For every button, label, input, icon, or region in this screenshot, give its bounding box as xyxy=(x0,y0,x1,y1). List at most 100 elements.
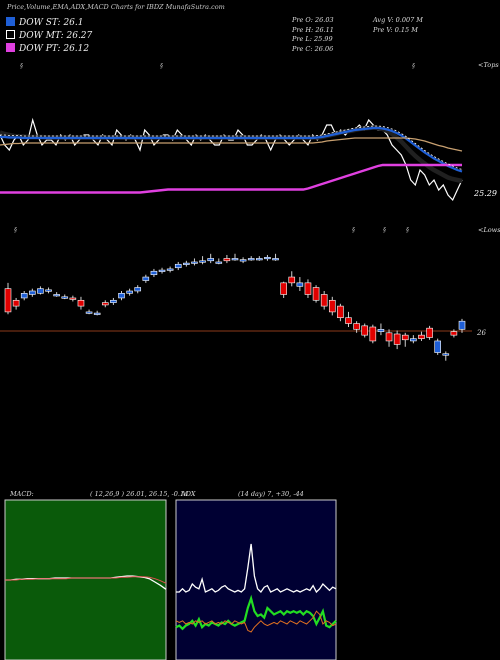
candle-body xyxy=(328,299,336,313)
candle-body xyxy=(296,282,304,287)
candle-body xyxy=(256,258,263,261)
legend-swatch-pt xyxy=(6,43,15,52)
candle-body xyxy=(450,331,458,336)
legend-label-mt: DOW MT: 26.27 xyxy=(19,31,93,41)
adx-minus-di-line xyxy=(175,610,337,633)
dow-pt-line xyxy=(0,163,462,194)
candle-body xyxy=(183,262,190,265)
candle-body xyxy=(239,259,247,262)
chart-title: Price,Volume,EMA,ADX,MACD Charts for IBD… xyxy=(7,3,225,11)
stat-pre-low: Pre L: 25.99 xyxy=(292,35,333,43)
legend-dow-pt: DOW PT: 26.12 xyxy=(6,43,89,54)
stats-right: Avg V: 0.007 M Pre V: 0.15 M xyxy=(373,16,423,35)
macd-panel xyxy=(4,499,167,660)
ema-outline-line xyxy=(0,125,463,184)
stat-avg-volume: Avg V: 0.007 M xyxy=(373,16,423,24)
candle-body xyxy=(85,311,93,314)
candle-body xyxy=(264,256,271,260)
candle-body xyxy=(337,305,344,319)
candle-body xyxy=(288,276,296,284)
legend-label-st: DOW ST: 26.1 xyxy=(19,18,84,28)
legend-dow-st: DOW ST: 26.1 xyxy=(6,17,84,28)
legend-dow-mt: DOW MT: 26.27 xyxy=(6,30,92,41)
candle-body xyxy=(166,268,174,271)
marker-glyph-3: § xyxy=(14,227,17,234)
candle-body xyxy=(150,270,158,276)
candle-body xyxy=(280,282,287,295)
stat-pre-open: Pre O: 26.03 xyxy=(292,16,334,24)
candle-body xyxy=(142,276,150,281)
ema-mid-dashed-line xyxy=(0,125,463,170)
candle-body xyxy=(77,299,85,307)
marker-glyph-2: § xyxy=(412,63,415,70)
candle-body xyxy=(353,323,360,330)
candle-body xyxy=(304,282,312,295)
marker-glyph-1: § xyxy=(160,63,163,70)
candle-body xyxy=(377,329,385,332)
legend-label-pt: DOW PT: 26.12 xyxy=(19,44,90,54)
candle-body xyxy=(223,258,231,262)
candle-body xyxy=(158,269,166,272)
ema-fast-line xyxy=(0,126,463,173)
candle-body xyxy=(199,260,206,263)
lows-label: <Lows xyxy=(478,226,500,234)
candle-body xyxy=(12,299,20,307)
candle-body xyxy=(101,302,109,306)
ema-slow-line xyxy=(0,137,463,152)
marker-glyph-0: § xyxy=(20,63,23,70)
candle-body xyxy=(369,326,377,342)
legend-swatch-st xyxy=(6,17,15,26)
adx-plus-di-line xyxy=(176,543,337,594)
candle-body xyxy=(426,327,433,338)
candle-value-label: 26 xyxy=(477,329,486,337)
candle-body xyxy=(69,297,77,300)
marker-glyph-6: § xyxy=(406,227,409,234)
candle-body xyxy=(410,338,417,342)
candle-body xyxy=(231,258,239,261)
candle-body xyxy=(434,340,441,353)
stat-pre-high: Pre H: 26.11 xyxy=(292,25,334,34)
stats-left: Pre O: 26.03 Pre H: 26.11 Pre L: 25.99 P… xyxy=(292,16,334,54)
candle-body xyxy=(61,296,69,299)
macd-signal-line xyxy=(5,576,167,584)
candle-body xyxy=(207,258,214,262)
adx-title: ADX xyxy=(181,490,196,498)
candle-body xyxy=(93,312,101,315)
stat-pre-volume: Pre V: 0.15 M xyxy=(373,25,418,34)
ema-value-label: 25.29 xyxy=(474,189,497,198)
macd-params: ( 12,26,9 ) 26.01, 26.15, -0.14 xyxy=(90,490,189,498)
candle-body xyxy=(118,293,125,299)
legend-swatch-mt xyxy=(6,30,15,39)
candle-body xyxy=(29,290,36,295)
marker-glyph-5: § xyxy=(383,227,386,234)
candle-body xyxy=(20,293,28,299)
candle-body xyxy=(320,294,328,307)
candle-body xyxy=(458,320,466,330)
candle-body xyxy=(361,325,369,336)
marker-glyph-4: § xyxy=(352,227,355,234)
candle-body xyxy=(110,299,117,303)
candle-body xyxy=(126,290,133,294)
adx-params: (14 day) 7, +30, -44 xyxy=(238,490,304,498)
candle-body xyxy=(312,287,320,301)
candle-body xyxy=(45,289,52,292)
stat-pre-close: Pre C: 26.06 xyxy=(292,44,334,53)
candle-body xyxy=(393,333,401,345)
tops-label: <Tops xyxy=(478,61,499,69)
candle-body xyxy=(191,261,198,264)
adx-line xyxy=(175,594,337,631)
candle-body xyxy=(385,332,393,342)
candle-body xyxy=(272,258,279,261)
candle-body xyxy=(345,317,352,324)
candle-body xyxy=(53,294,60,297)
macd-title: MACD: xyxy=(10,490,34,498)
candle-body xyxy=(215,261,223,264)
candle-body xyxy=(4,288,12,313)
candle-body xyxy=(442,353,450,356)
candle-body xyxy=(401,334,409,341)
candle-body xyxy=(418,334,425,339)
candle-body xyxy=(134,287,142,292)
candle-body xyxy=(37,288,44,294)
candle-body xyxy=(247,258,255,261)
